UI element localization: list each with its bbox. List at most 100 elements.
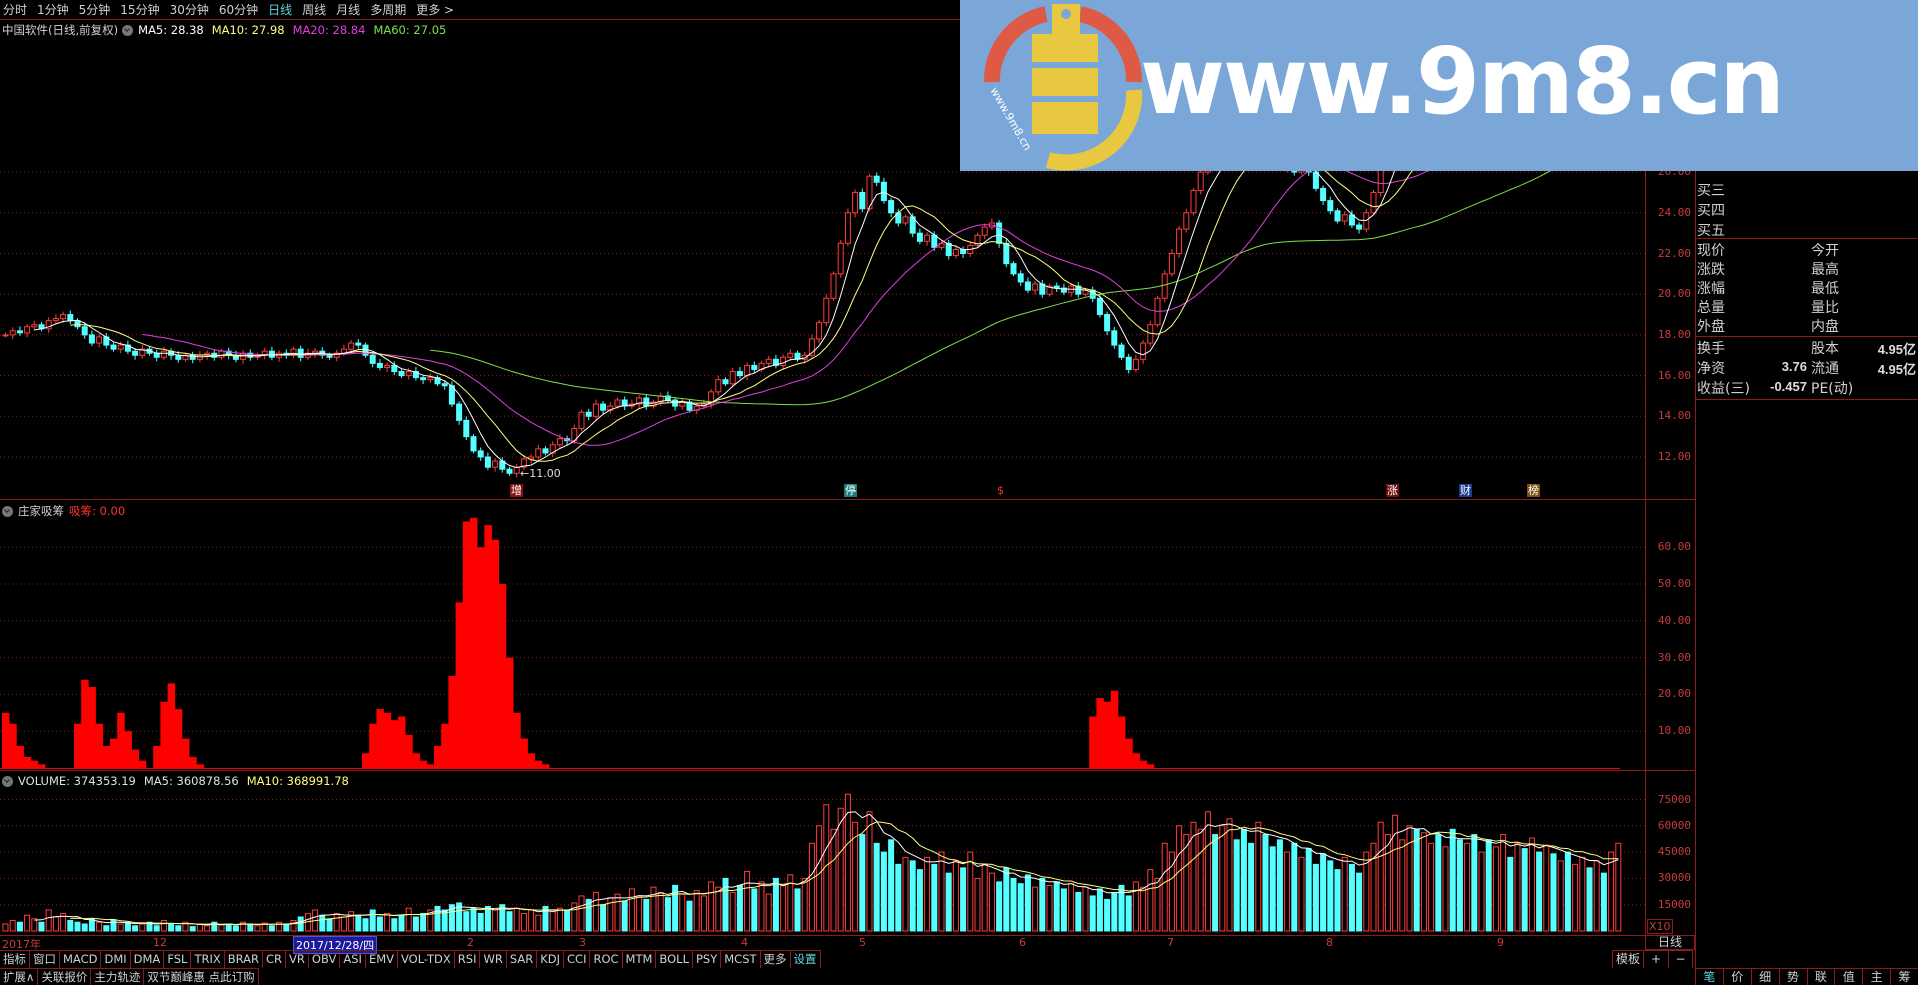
menu-item-2[interactable]: 5分钟	[78, 3, 111, 17]
menu-item-6[interactable]: 日线	[268, 3, 293, 17]
candle	[729, 368, 736, 388]
indicator-tab[interactable]: 窗口	[30, 951, 60, 968]
event-marker[interactable]: 增	[510, 484, 523, 497]
indicator-tab[interactable]: RSI	[455, 951, 481, 968]
indicator-tab[interactable]: ROC	[590, 951, 623, 968]
volume-bar	[1593, 860, 1600, 932]
volume-bar	[420, 912, 427, 932]
volume-bar	[1140, 886, 1147, 932]
menu-item-1[interactable]: 1分钟	[37, 3, 69, 17]
indicator-tab[interactable]: OBV	[309, 951, 341, 968]
menu-item-10[interactable]: 更多 >	[416, 3, 455, 17]
chevron-down-icon[interactable]	[122, 24, 134, 36]
volume-bar	[895, 863, 902, 932]
extension-item[interactable]: 扩展∧	[0, 969, 39, 985]
right-tab[interactable]: 势	[1778, 969, 1807, 985]
panel-divider[interactable]	[0, 770, 1695, 771]
indicator-tab[interactable]: CR	[263, 951, 287, 968]
menu-item-7[interactable]: 周线	[302, 3, 327, 17]
indicator-bar	[534, 760, 543, 768]
volume-bar	[672, 884, 679, 932]
indicator-tab[interactable]: DMI	[101, 951, 131, 968]
event-marker[interactable]: 财	[1459, 484, 1472, 497]
chevron-down-icon[interactable]	[2, 505, 13, 517]
indicator-bar	[110, 738, 118, 768]
template-button[interactable]: 模板	[1612, 951, 1643, 968]
candle	[816, 319, 823, 344]
menu-item-9[interactable]: 多周期	[370, 3, 407, 17]
candle	[1089, 286, 1096, 303]
event-marker[interactable]: 榜	[1527, 484, 1540, 497]
indicator-tab[interactable]: 指标	[0, 951, 30, 968]
indicator-tab[interactable]: EMV	[366, 951, 398, 968]
candle	[38, 322, 45, 332]
indicator-tab[interactable]: MACD	[60, 951, 102, 968]
extension-item[interactable]: 双节巅峰惠 点此订购	[144, 969, 259, 985]
volume-bar	[556, 907, 563, 932]
volume-bar	[9, 919, 16, 932]
candle	[945, 239, 952, 260]
indicator-bar	[117, 712, 125, 768]
right-tab[interactable]: 笔	[1695, 969, 1723, 985]
indicator-tab[interactable]: VOL-TDX	[398, 951, 455, 968]
right-tab[interactable]: 联	[1806, 969, 1835, 985]
indicator-bar	[426, 764, 435, 768]
indicator-tab[interactable]: DMA	[131, 951, 165, 968]
zoom-out-button[interactable]: −	[1668, 951, 1694, 968]
indicator-tab[interactable]: MCST	[721, 951, 761, 968]
volume-bar	[1118, 884, 1125, 932]
indicator-tab[interactable]: BOLL	[656, 951, 693, 968]
zoom-in-button[interactable]: +	[1643, 951, 1668, 968]
volume-bar	[902, 856, 909, 932]
indicator-tab[interactable]: 更多	[761, 951, 791, 968]
menu-item-5[interactable]: 60分钟	[218, 3, 259, 17]
indicator-tab[interactable]: FSL	[164, 951, 192, 968]
event-marker[interactable]: 涨	[1386, 484, 1399, 497]
menu-item-3[interactable]: 15分钟	[120, 3, 160, 17]
indicator-tab[interactable]: SAR	[507, 951, 538, 968]
indicator-tab[interactable]: CCI	[564, 951, 591, 968]
right-tab[interactable]: 主	[1862, 969, 1890, 985]
indicator-tab[interactable]: 设置	[791, 951, 821, 968]
indicator-tab[interactable]: ASI	[340, 951, 366, 968]
event-marker[interactable]: 停	[844, 484, 857, 497]
menu-item-0[interactable]: 分时	[3, 3, 28, 17]
quote-row: 总量 量比	[1695, 297, 1918, 317]
quote-row: 外盘 内盘	[1695, 316, 1918, 336]
indicator-tab[interactable]: VR	[286, 951, 309, 968]
bid-label: 买四	[1697, 203, 1725, 219]
indicator-tab[interactable]: BRAR	[225, 951, 264, 968]
indicator-bar	[405, 734, 413, 768]
fund-label: 股本	[1811, 341, 1839, 357]
right-tab[interactable]: 筹	[1890, 969, 1918, 985]
indicator-tab[interactable]: MTM	[623, 951, 657, 968]
right-tab[interactable]: 价	[1722, 969, 1751, 985]
indicator-header: 庄家吸筹 吸筹: 0.00	[2, 503, 133, 519]
volume-bar	[816, 825, 823, 932]
indicator-tab[interactable]: PSY	[693, 951, 722, 968]
date-axis[interactable]: 2017年 12 2017/12/28/四 2 3 4 5 6 7 8 9	[0, 935, 1645, 954]
indicator-tab[interactable]: WR	[480, 951, 507, 968]
panel-divider[interactable]	[0, 499, 1695, 500]
extension-item[interactable]: 主力轨迹	[91, 969, 145, 985]
candle	[391, 361, 398, 375]
chevron-down-icon[interactable]	[2, 775, 13, 787]
volume-bar	[175, 925, 182, 932]
right-tab[interactable]: 细	[1750, 969, 1779, 985]
menu-item-8[interactable]: 月线	[336, 3, 361, 17]
indicator-tab[interactable]: KDJ	[537, 951, 565, 968]
volume-bar	[974, 877, 981, 932]
indicator-bar	[376, 709, 384, 768]
event-marker[interactable]: $	[997, 484, 1004, 497]
watermark-text: www.9m8.cn	[1140, 28, 1785, 135]
candle	[484, 452, 491, 471]
extension-item[interactable]: 关联报价	[38, 969, 92, 985]
quote-label: 总量	[1697, 300, 1725, 316]
candle	[592, 399, 599, 420]
indicator-tab[interactable]: TRIX	[191, 951, 225, 968]
fundamental-row: 收益(三) -0.457 PE(动)	[1695, 378, 1918, 398]
right-tab[interactable]: 值	[1834, 969, 1862, 985]
candle	[276, 350, 283, 362]
menu-item-4[interactable]: 30分钟	[169, 3, 209, 17]
